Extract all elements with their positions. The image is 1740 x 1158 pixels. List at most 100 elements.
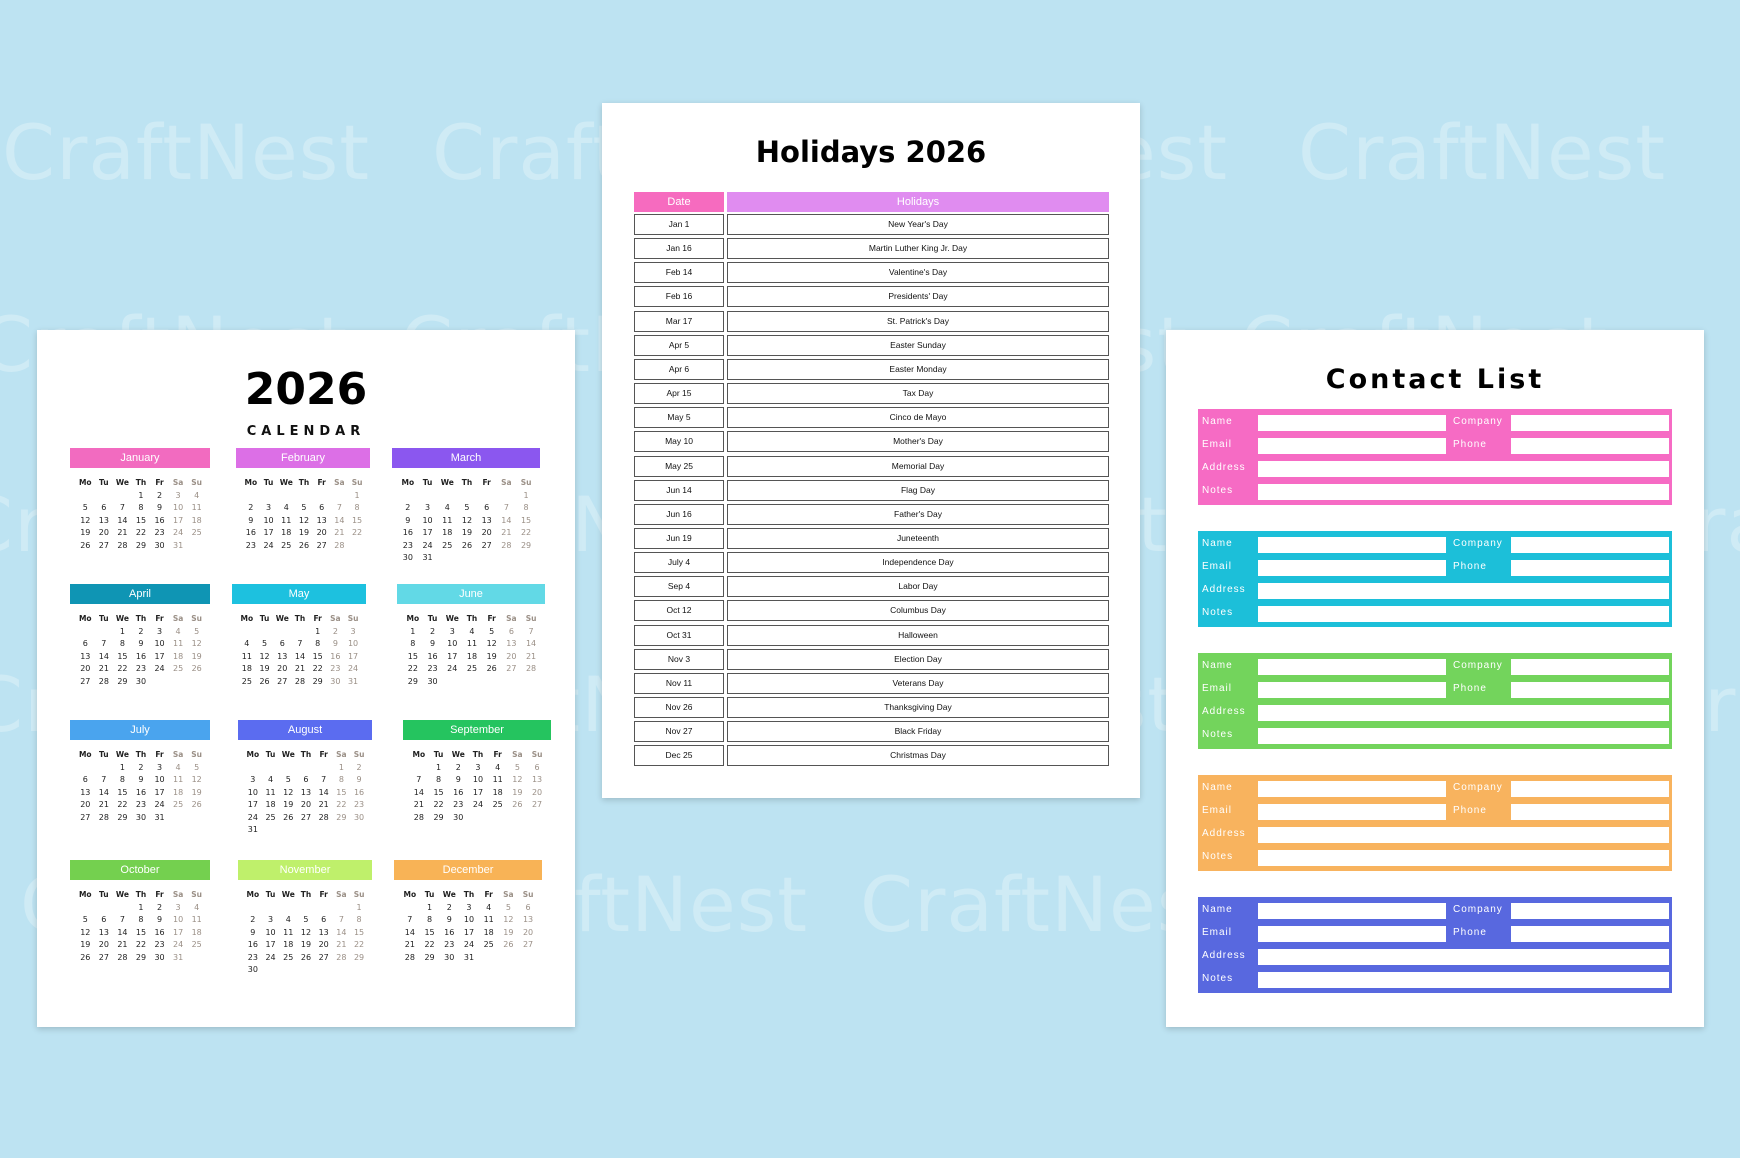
notes-field[interactable] <box>1258 850 1669 866</box>
address-field[interactable] <box>1258 461 1669 477</box>
day-cell: 7 <box>101 775 107 784</box>
weekday-label: Fr <box>319 750 328 759</box>
empty-day <box>400 902 420 915</box>
notes-field[interactable] <box>1258 728 1669 744</box>
day-cell: 24 <box>247 812 258 822</box>
table-row: July 4 Independence Day <box>634 552 1109 574</box>
name-field[interactable] <box>1258 903 1446 919</box>
day-cell: 20 <box>300 800 312 809</box>
day-cell: 9 <box>250 927 256 937</box>
name-field[interactable] <box>1258 659 1446 675</box>
day-cell: 8 <box>119 639 125 648</box>
day-cell: 9 <box>430 639 436 648</box>
company-field[interactable] <box>1511 537 1669 553</box>
notes-field[interactable] <box>1258 972 1669 988</box>
day-cell: 6 <box>321 915 327 924</box>
weekday-label: We <box>281 750 295 759</box>
day-cell: 26 <box>191 664 202 673</box>
email-field[interactable] <box>1258 682 1446 698</box>
day-cell: 5 <box>82 915 88 924</box>
day-cell: 14 <box>117 927 128 937</box>
day-cell: 31 <box>173 540 184 550</box>
weekday-label: Sa <box>334 478 345 487</box>
contact-list-page: Contact List Name Company Email Phone Addres… <box>1166 330 1704 1027</box>
day-cell: 28 <box>413 812 424 822</box>
address-field[interactable] <box>1258 583 1669 599</box>
day-cell: 21 <box>98 664 109 673</box>
day-cell: 24 <box>472 800 484 809</box>
day-cell: 12 <box>461 515 473 525</box>
day-cell: 6 <box>534 762 540 772</box>
day-cell: 8 <box>315 639 321 648</box>
phone-field[interactable] <box>1511 804 1669 820</box>
day-cell: 8 <box>410 639 416 648</box>
phone-field[interactable] <box>1511 560 1669 576</box>
weekday-label: We <box>281 890 295 899</box>
company-field[interactable] <box>1511 659 1669 675</box>
day-cell: 19 <box>191 787 202 797</box>
phone-field[interactable] <box>1511 926 1669 942</box>
phone-field[interactable] <box>1511 438 1669 454</box>
holiday-name: Veterans Day <box>727 672 1109 694</box>
company-field[interactable] <box>1511 415 1669 431</box>
day-cell: 22 <box>312 664 323 673</box>
day-cell: 4 <box>444 503 450 512</box>
day-cell: 3 <box>268 915 274 924</box>
name-field[interactable] <box>1258 781 1446 797</box>
day-cell: 11 <box>442 515 453 525</box>
day-cell: 18 <box>283 940 294 949</box>
day-cell: 28 <box>404 952 415 962</box>
email-label: Email <box>1202 439 1233 450</box>
day-cell: 18 <box>442 528 453 537</box>
day-cell: 6 <box>82 639 88 648</box>
holiday-column-header: Holidays <box>727 192 1109 212</box>
day-cell: 11 <box>265 787 276 797</box>
day-cell: 30 <box>135 676 147 686</box>
day-cell: 8 <box>138 915 144 924</box>
month-header: October <box>70 860 210 880</box>
address-field[interactable] <box>1258 705 1669 721</box>
day-cell: 3 <box>475 762 481 772</box>
day-cell: 19 <box>80 940 91 949</box>
day-cell: 19 <box>283 800 294 809</box>
day-cell: 21 <box>117 528 128 537</box>
day-cell: 4 <box>194 902 200 912</box>
phone-field[interactable] <box>1511 682 1669 698</box>
day-cell: 5 <box>82 503 88 512</box>
day-cell: 1 <box>119 626 125 636</box>
day-cell: 17 <box>347 651 359 661</box>
name-label: Name <box>1202 538 1233 549</box>
contact-list-title: Contact List <box>1325 364 1545 395</box>
notes-field[interactable] <box>1258 484 1669 500</box>
day-cell: 21 <box>525 651 537 661</box>
company-label: Company <box>1453 538 1503 549</box>
email-field[interactable] <box>1258 926 1446 942</box>
notes-field[interactable] <box>1258 606 1669 622</box>
day-cell: 30 <box>330 676 341 686</box>
day-cell: 13 <box>316 515 327 525</box>
email-field[interactable] <box>1258 804 1446 820</box>
email-field[interactable] <box>1258 438 1446 454</box>
day-cell: 4 <box>285 915 291 924</box>
address-field[interactable] <box>1258 949 1669 965</box>
name-field[interactable] <box>1258 537 1446 553</box>
day-cell: 25 <box>173 664 184 673</box>
address-field[interactable] <box>1258 827 1669 843</box>
day-cell: 3 <box>156 762 163 772</box>
day-cell: 22 <box>433 800 444 809</box>
day-cell: 16 <box>135 787 147 797</box>
day-cell: 23 <box>330 664 341 673</box>
table-row: Nov 3 Election Day <box>634 648 1109 670</box>
day-cell: 22 <box>117 664 128 673</box>
day-cell: 12 <box>283 787 294 797</box>
company-field[interactable] <box>1511 781 1669 797</box>
empty-day <box>333 902 351 915</box>
day-cell: 15 <box>117 651 128 661</box>
name-field[interactable] <box>1258 415 1446 431</box>
weekday-label: Su <box>191 750 203 759</box>
email-field[interactable] <box>1258 560 1446 576</box>
day-cell: 19 <box>298 528 310 537</box>
month-april: April Mo Tu We Th Fr Sa Su 1 2 3 4 5 6 7 8 9 10 11 12 13 14 15… <box>70 584 210 688</box>
company-field[interactable] <box>1511 903 1669 919</box>
day-cell: 2 <box>156 490 163 500</box>
